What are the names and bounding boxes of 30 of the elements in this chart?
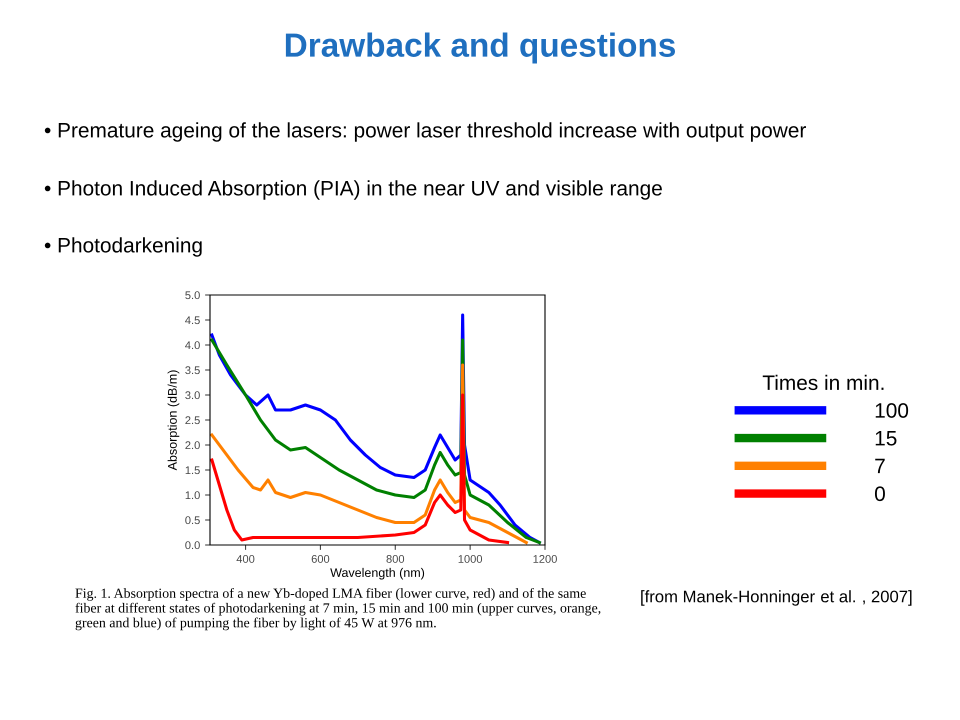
y-tick-label: 2.0 — [185, 441, 200, 450]
x-tick-label: 600 — [312, 555, 330, 563]
y-tick-label: 3.0 — [185, 391, 200, 400]
x-tick-label: 1000 — [458, 555, 482, 563]
x-tick-label: 400 — [236, 555, 254, 563]
x-tick-label: 800 — [386, 555, 404, 563]
text: [from Manek-Honninger et al. , 2007] — [641, 590, 912, 606]
y-tick-label: 3.5 — [185, 366, 200, 374]
text: • Photon Induced Absorption (PIA) in the near UV and visible range — [44, 180, 662, 200]
text: 0 — [874, 486, 885, 502]
y-tick-label: 2.5 — [185, 416, 200, 424]
text: 100 — [876, 403, 908, 418]
x-axis-title: Wavelength (nm) — [330, 568, 424, 580]
text: 15 — [876, 431, 896, 446]
y-tick-label: 1.0 — [186, 491, 200, 500]
x-tick-label: 1200 — [533, 555, 557, 563]
text: • Photodarkening — [44, 237, 202, 257]
text: • Premature ageing of the lasers: power laser threshold increase with output power — [44, 122, 806, 142]
y-tick-label: 0.5 — [185, 516, 200, 524]
legend-title: Times in min. — [762, 374, 884, 390]
y-axis-title: Absorption (dB/m) — [168, 370, 180, 470]
y-tick-label: 0.0 — [185, 541, 200, 550]
caption: Fig. 1. Absorption spectra of a new Yb-doped LMA fiber (lower curve, red) and of the same fiber at different states of photodarkening at 7 min, 15 min and 100 min (upper curves, orange, green and blue) of pumping the fiber by light of 45 W at 976 nm. — [75, 588, 600, 630]
y-tick-label: 1.5 — [186, 466, 200, 474]
y-tick-label: 4.0 — [185, 341, 200, 350]
line-series — [210, 393, 510, 544]
y-tick-label: 4.5 — [185, 316, 200, 324]
chart-title: Drawback and questions — [286, 32, 675, 64]
y-tick-label: 5.0 — [185, 291, 200, 300]
text: 7 — [875, 458, 885, 474]
